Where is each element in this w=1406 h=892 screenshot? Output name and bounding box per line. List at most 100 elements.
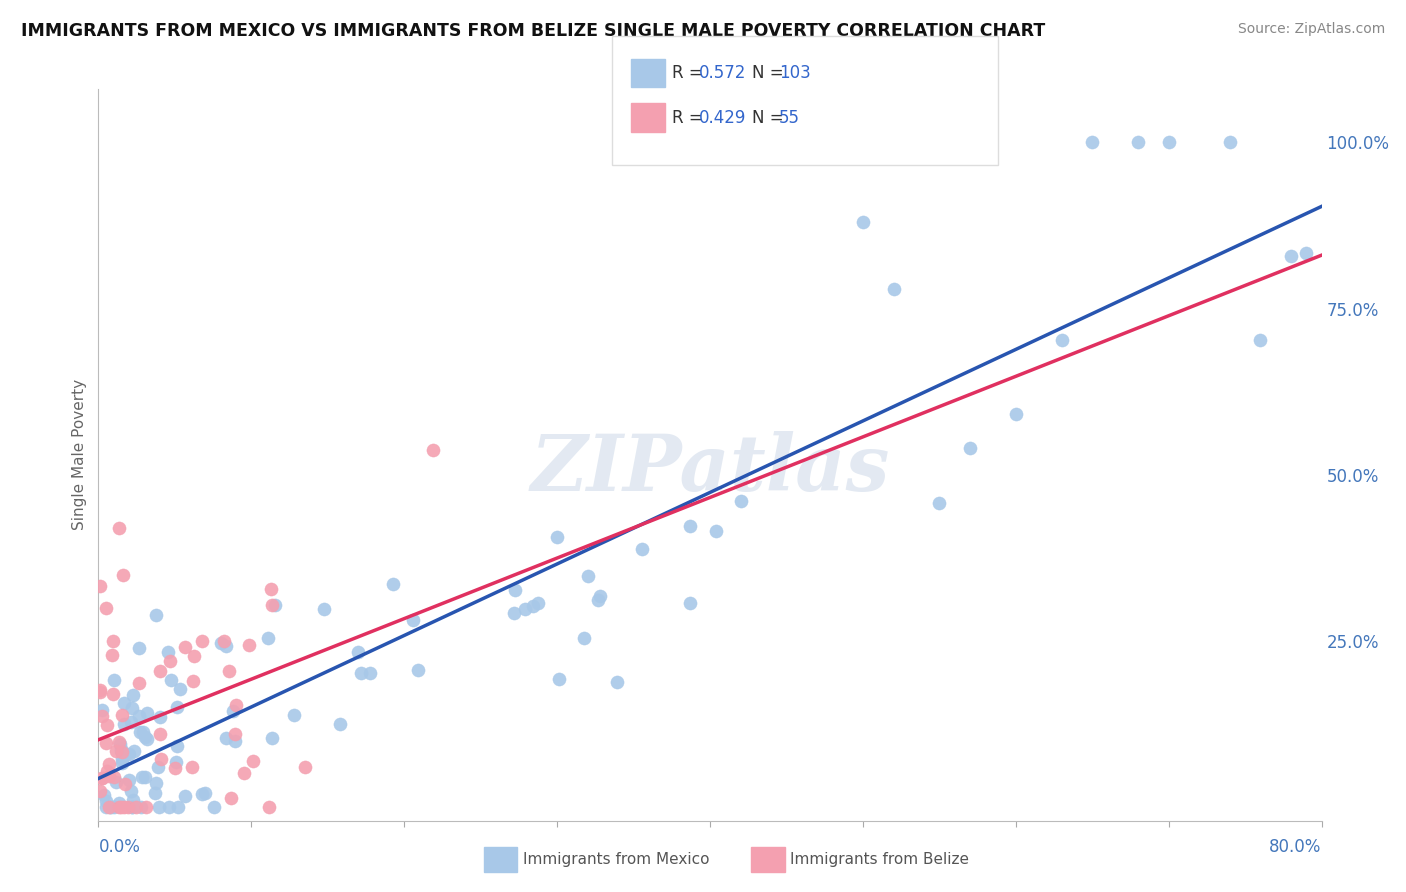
Point [589,589,612,603]
Point [149,727,172,741]
Text: IMMIGRANTS FROM MEXICO VS IMMIGRANTS FROM BELIZE SINGLE MALE POVERTY CORRELATION: IMMIGRANTS FROM MEXICO VS IMMIGRANTS FRO… [21,22,1045,40]
Point [160,673,183,688]
Point [149,710,172,724]
Point [202,800,225,814]
Point [167,800,190,814]
Point [91,772,114,786]
Point [546,530,568,544]
Point [98,800,121,814]
Point [1004,407,1026,421]
Point [1081,136,1104,150]
Point [190,787,212,801]
Point [264,598,287,612]
Point [704,524,727,538]
Point [586,592,609,607]
Point [96,736,118,750]
Point [238,638,260,652]
Point [169,681,191,696]
Point [94,600,117,615]
Point [118,773,141,788]
Point [224,734,246,748]
Point [576,568,599,582]
Point [329,716,352,731]
Point [574,632,596,646]
Point [222,704,245,718]
Point [346,645,368,659]
Point [135,732,157,747]
Point [1157,136,1180,150]
Point [166,739,188,754]
Point [110,744,132,758]
Point [129,800,152,814]
Point [93,788,115,802]
Point [122,688,145,702]
Text: 55: 55 [779,109,800,127]
Point [121,800,143,814]
Point [505,583,527,598]
Point [312,601,335,615]
Point [125,800,148,814]
Point [135,800,157,814]
Point [101,687,124,701]
Point [730,494,752,508]
Point [121,800,143,814]
Point [91,771,114,785]
Text: Immigrants from Belize: Immigrants from Belize [790,853,969,867]
Point [183,649,205,664]
Point [1050,333,1073,347]
Point [112,567,135,582]
Text: Source: ZipAtlas.com: Source: ZipAtlas.com [1237,22,1385,37]
Point [215,731,238,746]
Point [382,577,405,591]
Point [122,793,145,807]
Text: R =: R = [672,109,709,127]
Point [928,495,950,509]
Point [165,761,187,775]
Point [547,672,569,686]
Point [112,697,135,711]
Point [112,717,135,731]
Point [359,665,381,680]
Point [242,754,264,768]
Point [111,756,134,771]
Point [157,645,180,659]
Point [101,648,124,663]
Point [114,777,136,791]
Point [260,582,283,596]
Point [1279,249,1302,263]
Point [149,664,172,678]
Point [112,800,135,814]
Text: 0.572: 0.572 [699,64,747,82]
Point [103,800,125,814]
Point [262,731,284,745]
Point [408,664,430,678]
Point [96,764,118,778]
Point [257,631,280,645]
Point [128,709,150,723]
Point [115,747,138,762]
Point [631,541,654,556]
Point [91,703,114,717]
Point [89,685,111,699]
Point [103,770,125,784]
Point [165,755,187,769]
Point [224,727,246,741]
Point [98,756,121,771]
Text: 103: 103 [779,64,811,82]
Point [145,775,167,789]
Point [1128,136,1150,150]
Point [1295,246,1317,260]
Point [181,760,204,774]
Point [108,737,131,751]
Point [150,752,173,766]
Point [108,796,131,810]
Point [145,607,167,622]
Point [108,800,131,814]
Point [107,521,129,535]
Point [148,800,170,814]
Point [257,800,280,814]
Text: N =: N = [752,109,789,127]
Point [1219,136,1241,150]
Point [128,641,150,656]
Point [215,639,238,653]
